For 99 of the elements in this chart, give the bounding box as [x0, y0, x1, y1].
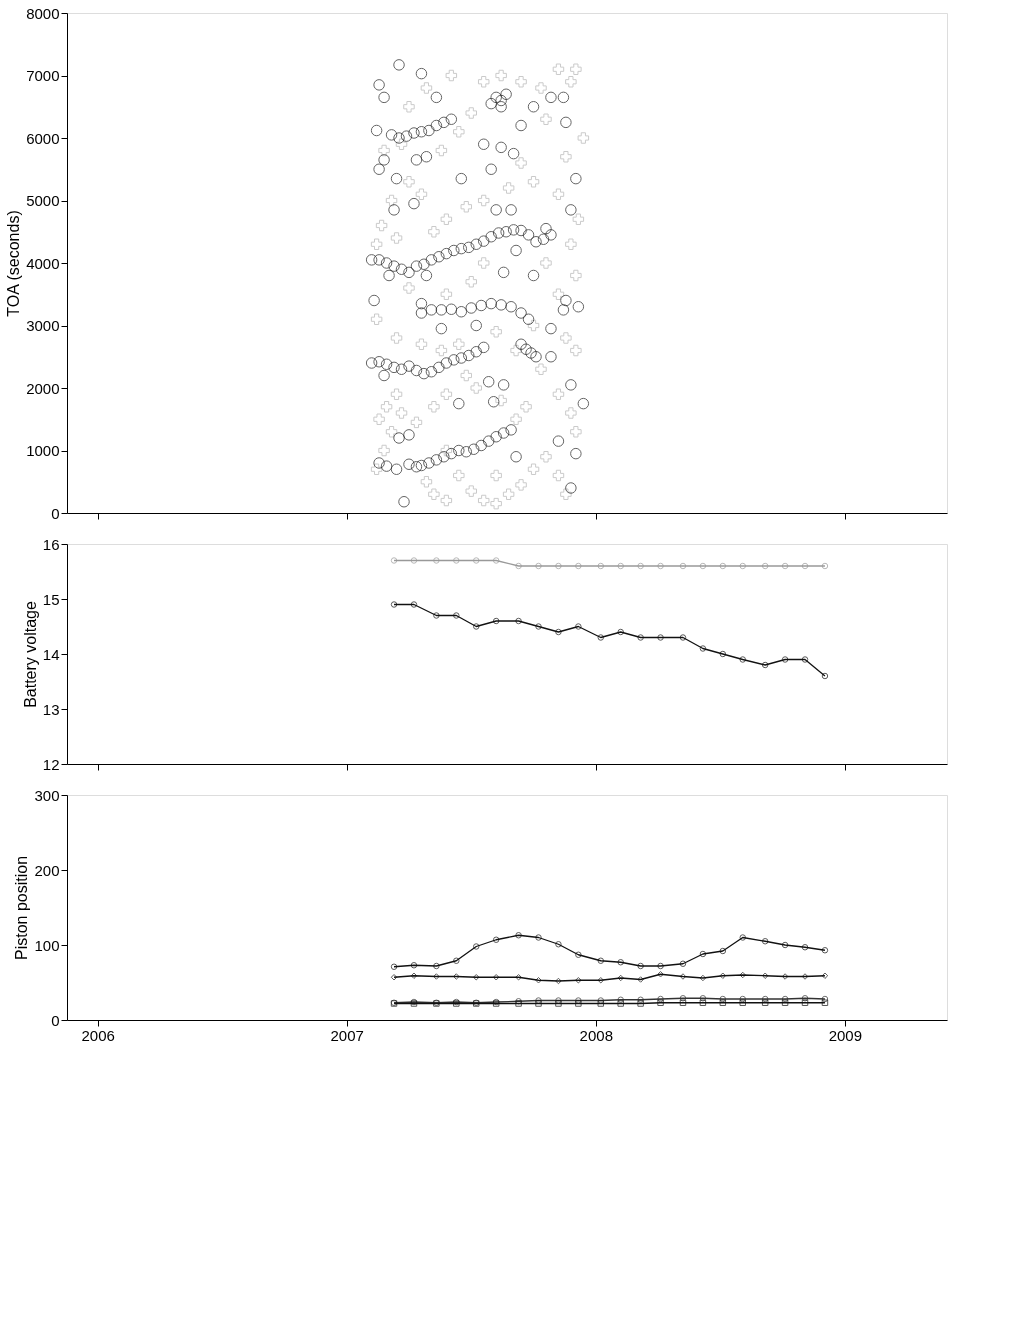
- y-tick-label: 6000: [26, 129, 60, 147]
- point: [761, 661, 769, 669]
- point: [679, 960, 687, 967]
- point: [575, 623, 582, 630]
- y-tick-label: 100: [34, 936, 60, 954]
- y-tick-label: 7000: [26, 67, 60, 84]
- point: [433, 557, 440, 564]
- point: [637, 1000, 644, 1007]
- point: [555, 628, 562, 636]
- point: [492, 557, 500, 564]
- point: [739, 562, 746, 570]
- point: [535, 623, 542, 630]
- point: [597, 634, 605, 641]
- y-tick-label: 0: [51, 504, 60, 522]
- x-tick-label: 2006: [81, 1026, 115, 1044]
- point: [821, 999, 829, 1006]
- point: [617, 996, 624, 1003]
- point: [453, 957, 460, 964]
- point: [761, 938, 769, 945]
- point: [433, 612, 440, 619]
- point: [453, 557, 460, 564]
- point: [699, 645, 707, 652]
- point: [781, 999, 789, 1006]
- point: [801, 999, 809, 1006]
- y-tick-label: 1000: [26, 442, 60, 459]
- y-tick-label: 12: [42, 755, 60, 773]
- point: [679, 634, 687, 641]
- y-tick-label: 8000: [26, 4, 60, 22]
- point: [410, 557, 418, 564]
- point: [657, 962, 664, 970]
- point: [555, 941, 562, 948]
- point: [473, 943, 480, 950]
- point: [637, 962, 644, 970]
- point: [761, 562, 769, 570]
- y-tick-label: 2000: [26, 379, 60, 397]
- point: [617, 562, 624, 570]
- point: [597, 562, 605, 570]
- point: [637, 562, 644, 570]
- y-axis-title: TOA (seconds): [5, 210, 23, 317]
- point: [781, 656, 789, 663]
- y-axis-title: Battery voltage: [21, 601, 39, 708]
- point: [535, 934, 542, 941]
- point: [597, 957, 605, 964]
- point: [739, 934, 746, 941]
- x-tick-label: 2007: [330, 1026, 364, 1044]
- point: [410, 962, 418, 969]
- point: [657, 995, 664, 1003]
- point: [719, 947, 727, 955]
- y-tick-label: 300: [34, 786, 60, 804]
- point: [657, 634, 664, 641]
- point: [453, 612, 460, 619]
- point: [761, 999, 769, 1006]
- y-tick-label: 200: [34, 861, 60, 879]
- point: [801, 944, 809, 951]
- y-tick-label: 14: [42, 645, 60, 663]
- point: [515, 932, 522, 939]
- point: [657, 562, 664, 570]
- y-tick-label: 15: [42, 590, 60, 608]
- point: [719, 999, 727, 1006]
- point: [473, 557, 480, 564]
- y-tick-label: 13: [42, 700, 60, 718]
- point: [535, 562, 542, 570]
- point: [679, 562, 687, 570]
- point: [679, 999, 687, 1006]
- point: [699, 999, 707, 1006]
- point: [492, 617, 500, 625]
- point: [801, 562, 809, 570]
- y-tick-label: 16: [42, 535, 60, 553]
- point: [555, 562, 562, 570]
- point: [410, 601, 418, 608]
- point: [699, 950, 707, 958]
- point: [575, 562, 582, 570]
- point: [515, 562, 522, 570]
- y-tick-label: 4000: [26, 254, 60, 272]
- point: [719, 562, 727, 570]
- point: [657, 999, 664, 1006]
- point: [801, 656, 809, 663]
- y-tick-label: 3000: [26, 317, 60, 334]
- point: [433, 962, 440, 970]
- point: [739, 999, 746, 1006]
- point: [617, 1000, 624, 1007]
- y-tick-label: 0: [51, 1011, 60, 1029]
- point: [781, 562, 789, 570]
- x-tick-label: 2009: [828, 1026, 863, 1044]
- point: [617, 628, 624, 636]
- point: [515, 617, 522, 625]
- point: [473, 623, 480, 630]
- y-tick-label: 5000: [26, 192, 60, 209]
- x-tick-label: 2008: [579, 1026, 613, 1044]
- point: [617, 959, 624, 966]
- point: [637, 634, 644, 641]
- y-axis-title: Piston position: [13, 855, 31, 961]
- point: [699, 562, 707, 570]
- point: [575, 951, 582, 958]
- point: [719, 650, 727, 658]
- point: [637, 996, 644, 1003]
- point: [739, 656, 746, 663]
- point: [781, 941, 789, 949]
- point: [492, 936, 500, 943]
